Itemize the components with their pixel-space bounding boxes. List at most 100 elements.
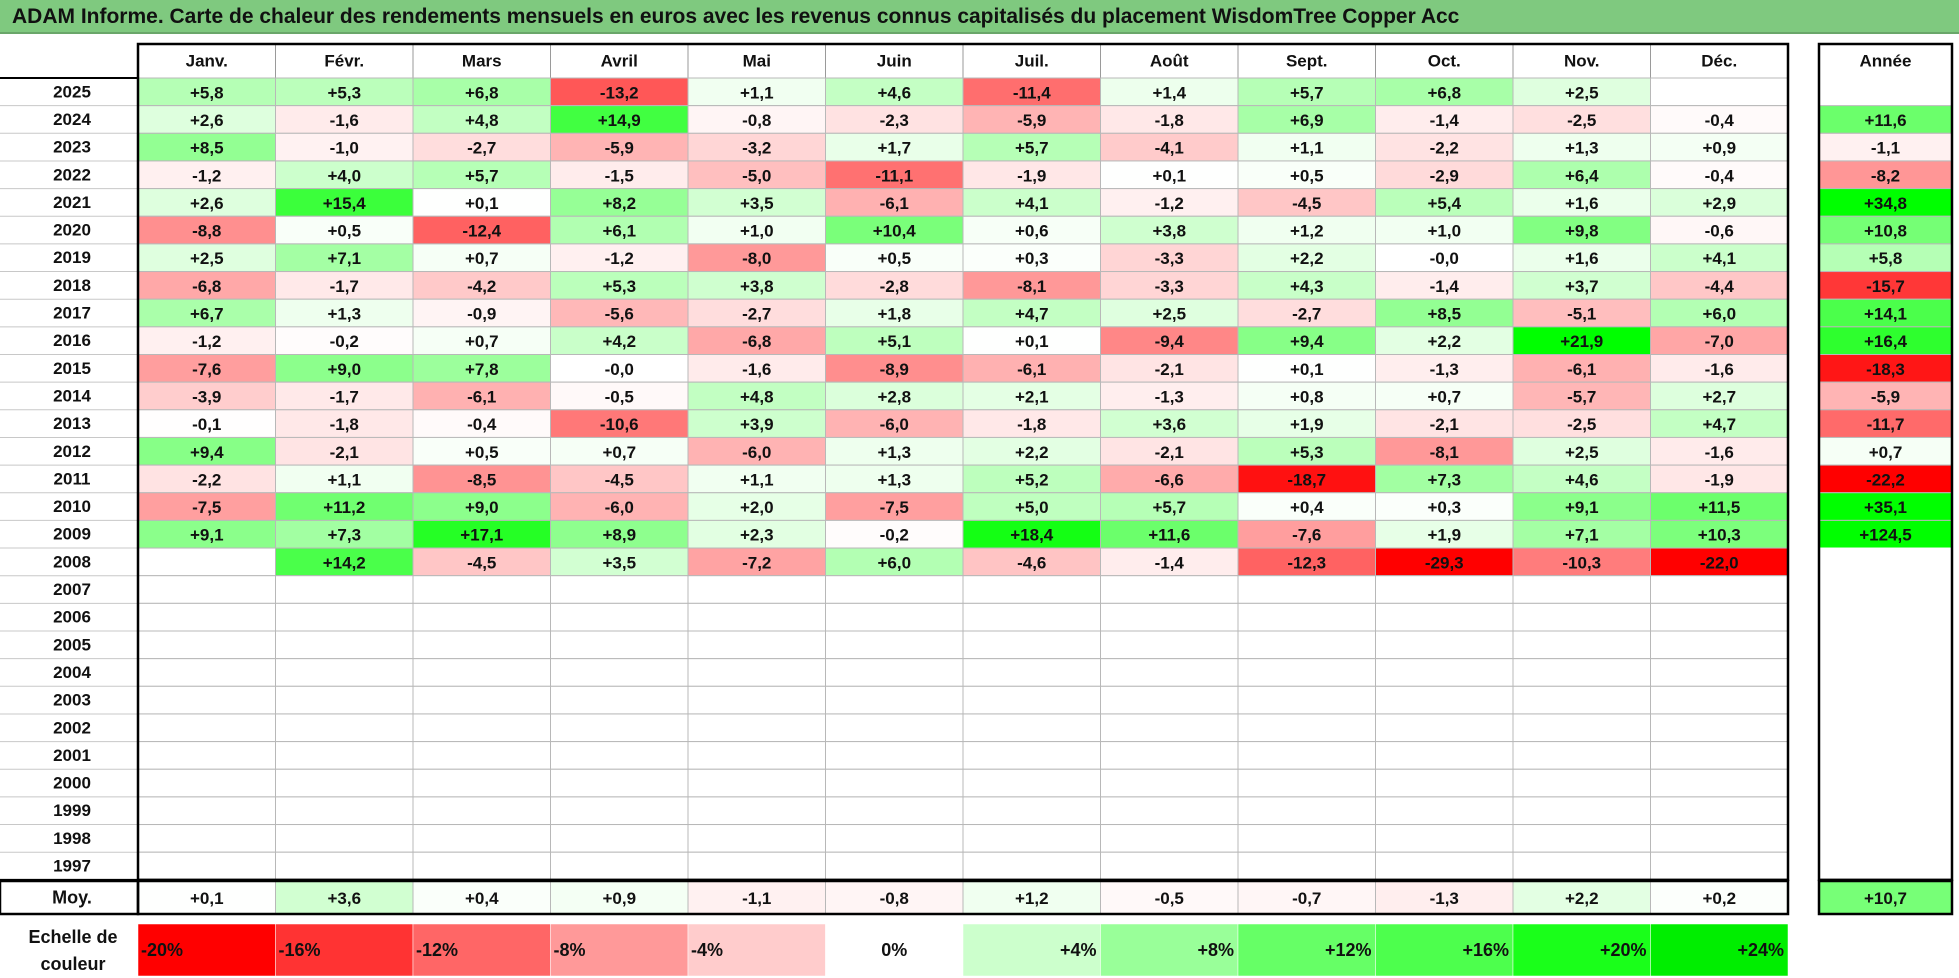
cell-value: -2,7 — [467, 139, 496, 158]
scale-label-value: -12% — [416, 940, 458, 960]
heatmap-cell — [550, 851, 689, 881]
heatmap-cell — [1512, 602, 1651, 632]
cell-value: -4,4 — [1705, 277, 1735, 296]
heatmap-cell — [1100, 824, 1239, 853]
cell-value: +9,1 — [1565, 498, 1599, 517]
heatmap-cell — [1650, 851, 1789, 881]
heatmap-cell — [1375, 381, 1514, 411]
average-annual-cell — [1817, 879, 1954, 916]
heatmap-cell — [1375, 105, 1514, 134]
scale-swatch — [962, 923, 1101, 977]
scale-label-value: +8% — [1197, 940, 1234, 960]
heatmap-cell — [962, 713, 1101, 743]
average-value: -0,7 — [1292, 889, 1321, 908]
heatmap-cell — [137, 519, 276, 549]
cell-value: +4,7 — [1015, 305, 1049, 324]
year-total-cell — [1818, 492, 1953, 521]
cell-value: -5,0 — [742, 166, 771, 185]
heatmap-cell — [275, 713, 414, 743]
heatmap-cell — [962, 409, 1101, 438]
heatmap-cell — [825, 243, 964, 273]
heatmap-cell — [1512, 243, 1651, 273]
average-value: +0,2 — [1702, 889, 1736, 908]
cell-value: -5,7 — [1567, 387, 1596, 406]
heatmap-cell — [137, 271, 276, 300]
heatmap-cell — [1650, 188, 1789, 217]
heatmap-cell — [1237, 741, 1376, 770]
year-total-value: -1,1 — [1871, 139, 1900, 158]
heatmap-cell — [687, 575, 826, 604]
heatmap-cell — [962, 768, 1101, 798]
heatmap-cell — [687, 105, 826, 134]
cell-value: +7,1 — [1565, 526, 1599, 545]
cell-value: -0,4 — [467, 415, 497, 434]
heatmap-cell — [1100, 575, 1239, 604]
heatmap-cell — [412, 409, 551, 438]
heatmap-cell — [1375, 298, 1514, 328]
scale-label: couleur — [40, 954, 105, 974]
scale-label-value: -16% — [279, 940, 321, 960]
cell-value: +0,1 — [1152, 166, 1186, 185]
heatmap-cell — [550, 326, 689, 356]
year-total-value: +124,5 — [1859, 526, 1911, 545]
heatmap-cell — [1375, 602, 1514, 632]
heatmap-cell — [412, 105, 551, 134]
cell-value: +0,7 — [1427, 387, 1461, 406]
cell-value: -4,5 — [467, 553, 496, 572]
cell-value: +15,4 — [323, 194, 367, 213]
year-total-cell — [1818, 713, 1953, 743]
cell-value: -1,4 — [1155, 553, 1185, 572]
cell-value: +0,1 — [1290, 360, 1324, 379]
heatmap-cell — [825, 381, 964, 411]
heatmap-cell — [825, 768, 964, 798]
heatmap-cell — [962, 796, 1101, 826]
heatmap-cell — [412, 492, 551, 521]
heatmap-cell — [1650, 796, 1789, 826]
heatmap-cell — [275, 105, 414, 134]
scale-label-value: 0% — [881, 940, 907, 960]
cell-value: -1,7 — [330, 277, 359, 296]
year-total-cell — [1818, 630, 1953, 660]
cell-value: +5,7 — [465, 166, 499, 185]
heatmap-cell — [1650, 824, 1789, 853]
month-header-label: Févr. — [324, 52, 364, 71]
year-total-cell — [1818, 575, 1953, 604]
heatmap-cell — [1650, 602, 1789, 632]
heatmap-cell — [825, 602, 964, 632]
year-total-cell — [1818, 685, 1953, 715]
cell-value: -1,9 — [1017, 166, 1046, 185]
heatmap-cell — [962, 602, 1101, 632]
scale-label-value: +4% — [1060, 940, 1097, 960]
heatmap-cell — [1650, 409, 1789, 438]
heatmap-cell — [275, 381, 414, 411]
month-header-label: Nov. — [1564, 52, 1600, 71]
cell-value: +0,1 — [1015, 332, 1049, 351]
cell-value: -6,8 — [192, 277, 221, 296]
heatmap-cell — [550, 77, 689, 107]
heatmap-cell — [1100, 741, 1239, 770]
year-total-value: -22,2 — [1866, 470, 1905, 489]
heatmap-cell — [1100, 492, 1239, 521]
cell-value: -7,6 — [1292, 526, 1321, 545]
heatmap-cell — [1650, 492, 1789, 521]
heatmap-cell — [1100, 630, 1239, 660]
heatmap-cell — [1237, 464, 1376, 494]
heatmap-cell — [1375, 492, 1514, 521]
average-value: +3,6 — [327, 889, 361, 908]
heatmap-cell — [825, 132, 964, 162]
cell-value: -1,2 — [192, 332, 221, 351]
heatmap-cell — [1237, 824, 1376, 853]
scale-swatch — [137, 923, 276, 977]
cell-value: +14,9 — [598, 111, 641, 130]
cell-value: -8,0 — [742, 249, 771, 268]
heatmap-cell — [1512, 409, 1651, 438]
heatmap-cell — [1375, 326, 1514, 356]
month-header-label: Juin — [877, 52, 912, 71]
heatmap-cell — [1100, 215, 1239, 245]
heatmap-cell — [1100, 298, 1239, 328]
heatmap-cell — [1237, 658, 1376, 687]
cell-value: -4,2 — [467, 277, 496, 296]
heatmap-cell — [687, 464, 826, 494]
heatmap-cell — [1512, 326, 1651, 356]
heatmap-cell — [1100, 188, 1239, 217]
